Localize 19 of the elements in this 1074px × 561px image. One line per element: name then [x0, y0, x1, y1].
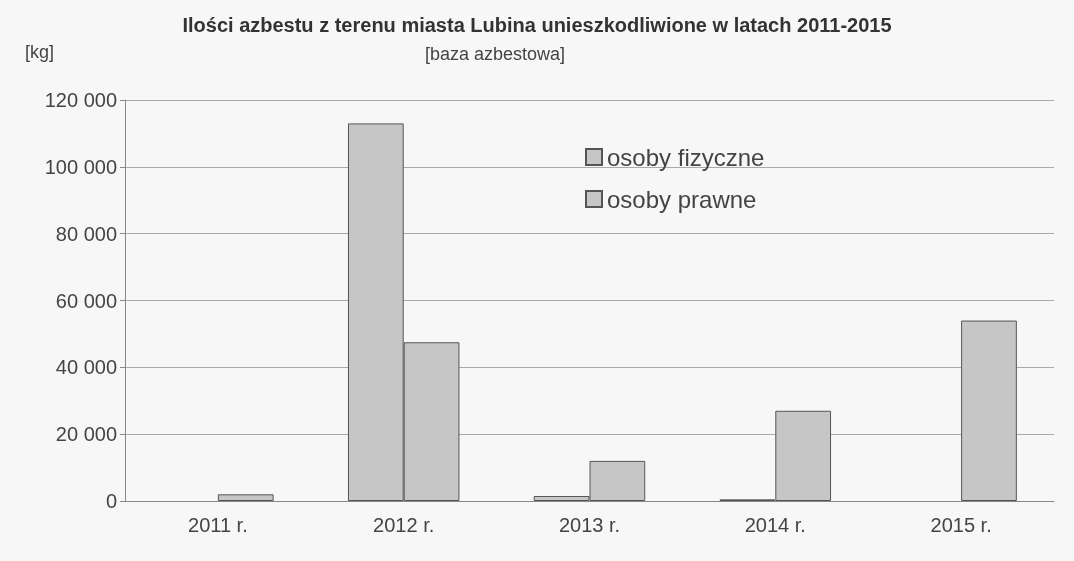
- chart-subtitle: [baza azbestowa]: [425, 44, 566, 64]
- bar: [961, 320, 1017, 501]
- x-tick-label: 2013 r.: [558, 514, 621, 536]
- y-tick-label: 0: [105, 490, 117, 512]
- y-tick-label: 60 000: [55, 289, 117, 312]
- y-tick-label: 40 000: [55, 356, 117, 379]
- bar: [217, 494, 274, 501]
- x-tick-label: 2015 r.: [930, 514, 992, 536]
- y-tick-label: 20 000: [55, 423, 117, 446]
- legend-label: osoby fizyczne: [607, 143, 765, 171]
- y-tick-label: 100 000: [44, 155, 117, 178]
- x-tick-label: 2012 r.: [373, 514, 435, 536]
- y-tick-label: 120 000: [44, 89, 117, 111]
- x-tick-label: 2014 r.: [744, 514, 806, 536]
- y-tick-label: 80 000: [55, 222, 117, 245]
- y-axis-title: [kg]: [25, 42, 55, 62]
- legend-label: osoby prawne: [607, 185, 757, 213]
- chart-title: Ilości azbestu z terenu miasta Lubina unieszkodliwione w latach 2011-2015: [182, 14, 892, 36]
- x-tick-label: 2011 r.: [188, 514, 248, 536]
